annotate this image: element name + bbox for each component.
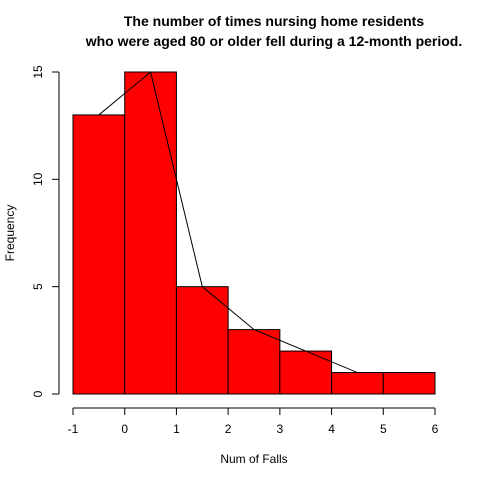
histogram-bar-6 bbox=[382, 372, 436, 395]
x-tick-label-4: 3 bbox=[277, 422, 284, 436]
histogram-bar-4 bbox=[279, 350, 333, 395]
x-tick-label-3: 2 bbox=[225, 422, 232, 436]
histogram-bar-1 bbox=[124, 71, 177, 395]
x-axis: -1 0 1 2 3 4 5 6 bbox=[68, 407, 439, 436]
frequency-polygon-line bbox=[98, 71, 410, 374]
x-tick-label-1: 0 bbox=[121, 422, 128, 436]
histogram-bars bbox=[72, 71, 436, 395]
histogram-bar-2 bbox=[175, 286, 229, 395]
chart-title-line-2: who were aged 80 or older fell during a … bbox=[85, 33, 463, 49]
x-axis-label: Num of Falls bbox=[220, 452, 287, 466]
chart-title-line-1: The number of times nursing home residen… bbox=[124, 13, 424, 29]
histogram-bar-0 bbox=[72, 114, 126, 395]
x-tick-label-6: 5 bbox=[380, 422, 387, 436]
histogram-bar-3 bbox=[227, 329, 281, 395]
histogram-bar-5 bbox=[331, 372, 384, 395]
y-tick-label-2: 10 bbox=[31, 172, 45, 186]
x-tick-label-0: -1 bbox=[68, 422, 79, 436]
x-tick-label-5: 4 bbox=[328, 422, 335, 436]
frequency-polygon bbox=[98, 71, 410, 374]
y-axis: 0 5 10 15 bbox=[31, 65, 60, 397]
x-tick-label-2: 1 bbox=[173, 422, 180, 436]
x-tick-label-7: 6 bbox=[432, 422, 439, 436]
y-tick-label-1: 5 bbox=[31, 283, 45, 290]
y-tick-label-0: 0 bbox=[31, 390, 45, 397]
y-tick-label-3: 15 bbox=[31, 65, 45, 79]
y-axis-label: Frequency bbox=[3, 205, 17, 262]
